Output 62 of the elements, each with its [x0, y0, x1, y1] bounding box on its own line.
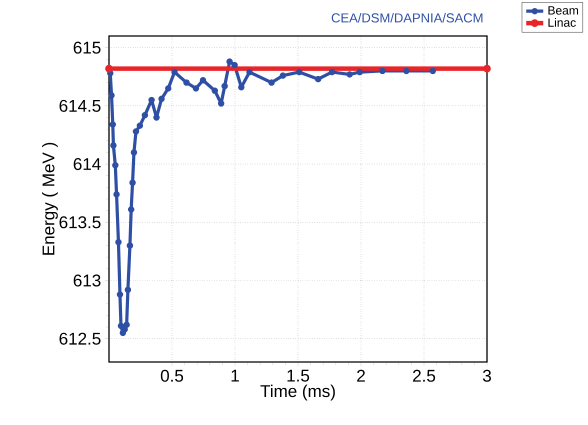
- point: [226, 58, 233, 65]
- point: [346, 71, 353, 78]
- point: [142, 112, 148, 118]
- y-tick-label: 612.5: [60, 332, 100, 345]
- point: [107, 70, 114, 76]
- x-tick-label: 2.5: [413, 370, 436, 382]
- point: [328, 68, 336, 76]
- point: [130, 149, 138, 156]
- y-axis-title: Energy ( MeV ): [42, 142, 58, 255]
- point: [171, 68, 178, 76]
- y-tick-label: 614.5: [60, 100, 100, 112]
- point: [221, 82, 228, 90]
- y-tick-label: 613: [74, 274, 100, 287]
- point: [231, 62, 238, 68]
- x-tick-label: 3: [482, 370, 491, 382]
- chart-title: CEA/DSM/DAPNIA/SACM: [332, 12, 482, 22]
- point: [110, 142, 117, 149]
- point: [158, 96, 165, 102]
- point: [218, 100, 224, 107]
- point: [126, 242, 134, 249]
- point: [129, 180, 136, 186]
- point: [128, 206, 134, 213]
- x-tick-label: 1: [232, 370, 239, 382]
- point: [136, 122, 144, 129]
- point: [268, 79, 275, 86]
- point: [124, 286, 132, 294]
- point: [118, 322, 124, 330]
- point: [148, 96, 155, 104]
- point: [112, 162, 118, 168]
- point: [108, 92, 115, 99]
- legend-label: Beam: [548, 6, 578, 15]
- point: [430, 68, 436, 74]
- point: [192, 85, 200, 92]
- point: [212, 88, 218, 94]
- point: [110, 121, 116, 128]
- point: [116, 291, 124, 298]
- point: [132, 128, 140, 135]
- x-tick-label: 1.5: [287, 370, 310, 382]
- point: [153, 114, 160, 121]
- x-tick-label: 0.5: [160, 370, 184, 382]
- point: [200, 77, 206, 84]
- x-axis-title: Time (ms): [260, 384, 335, 400]
- legend-label: Linac: [548, 18, 576, 27]
- point: [356, 68, 363, 76]
- point: [183, 79, 190, 86]
- point: [105, 64, 113, 72]
- point: [296, 68, 302, 76]
- point: [403, 68, 410, 74]
- point: [165, 85, 172, 92]
- point: [120, 330, 126, 336]
- y-tick-label: 614: [74, 158, 101, 170]
- point: [246, 68, 253, 76]
- y-tick-label: 615: [74, 42, 100, 54]
- y-tick-label: 613.5: [60, 216, 100, 228]
- point: [379, 68, 386, 74]
- point: [113, 191, 120, 198]
- point: [123, 322, 130, 328]
- point: [483, 64, 491, 72]
- x-tick-label: 2: [357, 370, 365, 382]
- point: [314, 76, 322, 82]
- point: [115, 238, 122, 246]
- point: [280, 72, 286, 79]
